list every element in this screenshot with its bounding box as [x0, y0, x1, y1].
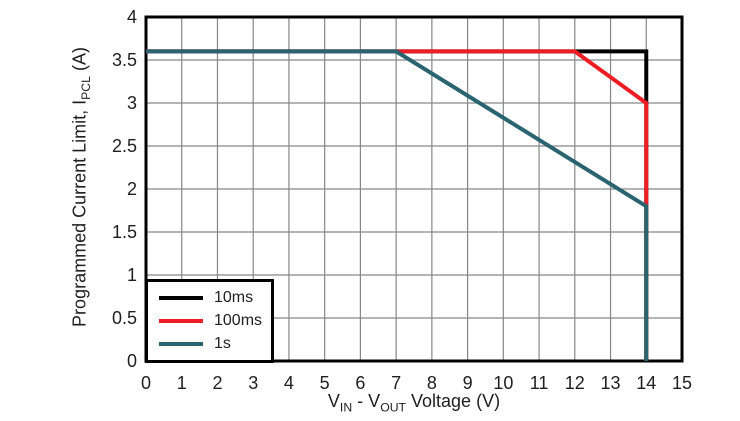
x-tick-label: 12: [565, 373, 585, 393]
x-tick-label: 13: [601, 373, 621, 393]
y-tick-label: 3: [127, 93, 137, 113]
x-tick-label: 11: [530, 373, 549, 393]
x-tick-label: 4: [284, 373, 294, 393]
legend-swatch-10ms: [159, 296, 203, 300]
axis-title-text: Programmed Current Limit, I: [69, 99, 90, 327]
x-tick-label: 7: [391, 373, 401, 393]
axis-title-subscript: IN: [339, 400, 353, 415]
x-tick-label: 14: [636, 373, 656, 393]
x-tick-label: 1: [177, 373, 187, 393]
axis-title-text: V: [327, 391, 340, 411]
y-axis-title: Programmed Current Limit, IPCL (A): [69, 47, 94, 327]
legend: 10ms 100ms 1s: [145, 279, 274, 363]
series-line-1s: [146, 49, 649, 361]
y-tick-label: 0: [127, 351, 137, 371]
x-tick-label: 15: [672, 373, 692, 393]
y-tick-label: 2: [127, 179, 137, 199]
plot-border: [144, 15, 684, 363]
x-tick-label: 9: [463, 373, 473, 393]
y-tick-label: 3.5: [112, 50, 137, 70]
x-tick-label: 2: [212, 373, 222, 393]
legend-label: 10ms: [214, 289, 254, 306]
legend-item-100ms: 100ms: [159, 312, 271, 330]
axis-title-subscript: OUT: [380, 400, 407, 415]
axis-title-subscript: PCL: [79, 76, 94, 100]
axis-title-text: - V: [352, 391, 381, 411]
x-axis-title: VIN - VOUT Voltage (V): [146, 391, 682, 415]
x-tick-label: 8: [427, 373, 437, 393]
y-tick-label: 0.5: [112, 308, 137, 328]
x-tick-label: 10: [493, 373, 513, 393]
y-tick-label: 1.5: [112, 222, 137, 242]
legend-swatch-1s: [159, 342, 203, 346]
legend-item-10ms: 10ms: [159, 289, 271, 307]
legend-item-1s: 1s: [159, 335, 271, 353]
axis-title-text: (A): [69, 47, 90, 77]
x-tick-label: 3: [248, 373, 258, 393]
legend-label: 100ms: [214, 312, 263, 329]
axis-title-text: Voltage (V): [406, 391, 501, 411]
y-tick-label: 4: [127, 7, 137, 27]
x-tick-label: 0: [141, 373, 151, 393]
x-tick-label: 5: [320, 373, 330, 393]
x-tick-label: 6: [355, 373, 365, 393]
y-tick-label: 1: [127, 265, 137, 285]
y-tick-label: 2.5: [112, 136, 137, 156]
legend-swatch-100ms: [159, 319, 203, 323]
legend-label: 1s: [214, 335, 231, 352]
